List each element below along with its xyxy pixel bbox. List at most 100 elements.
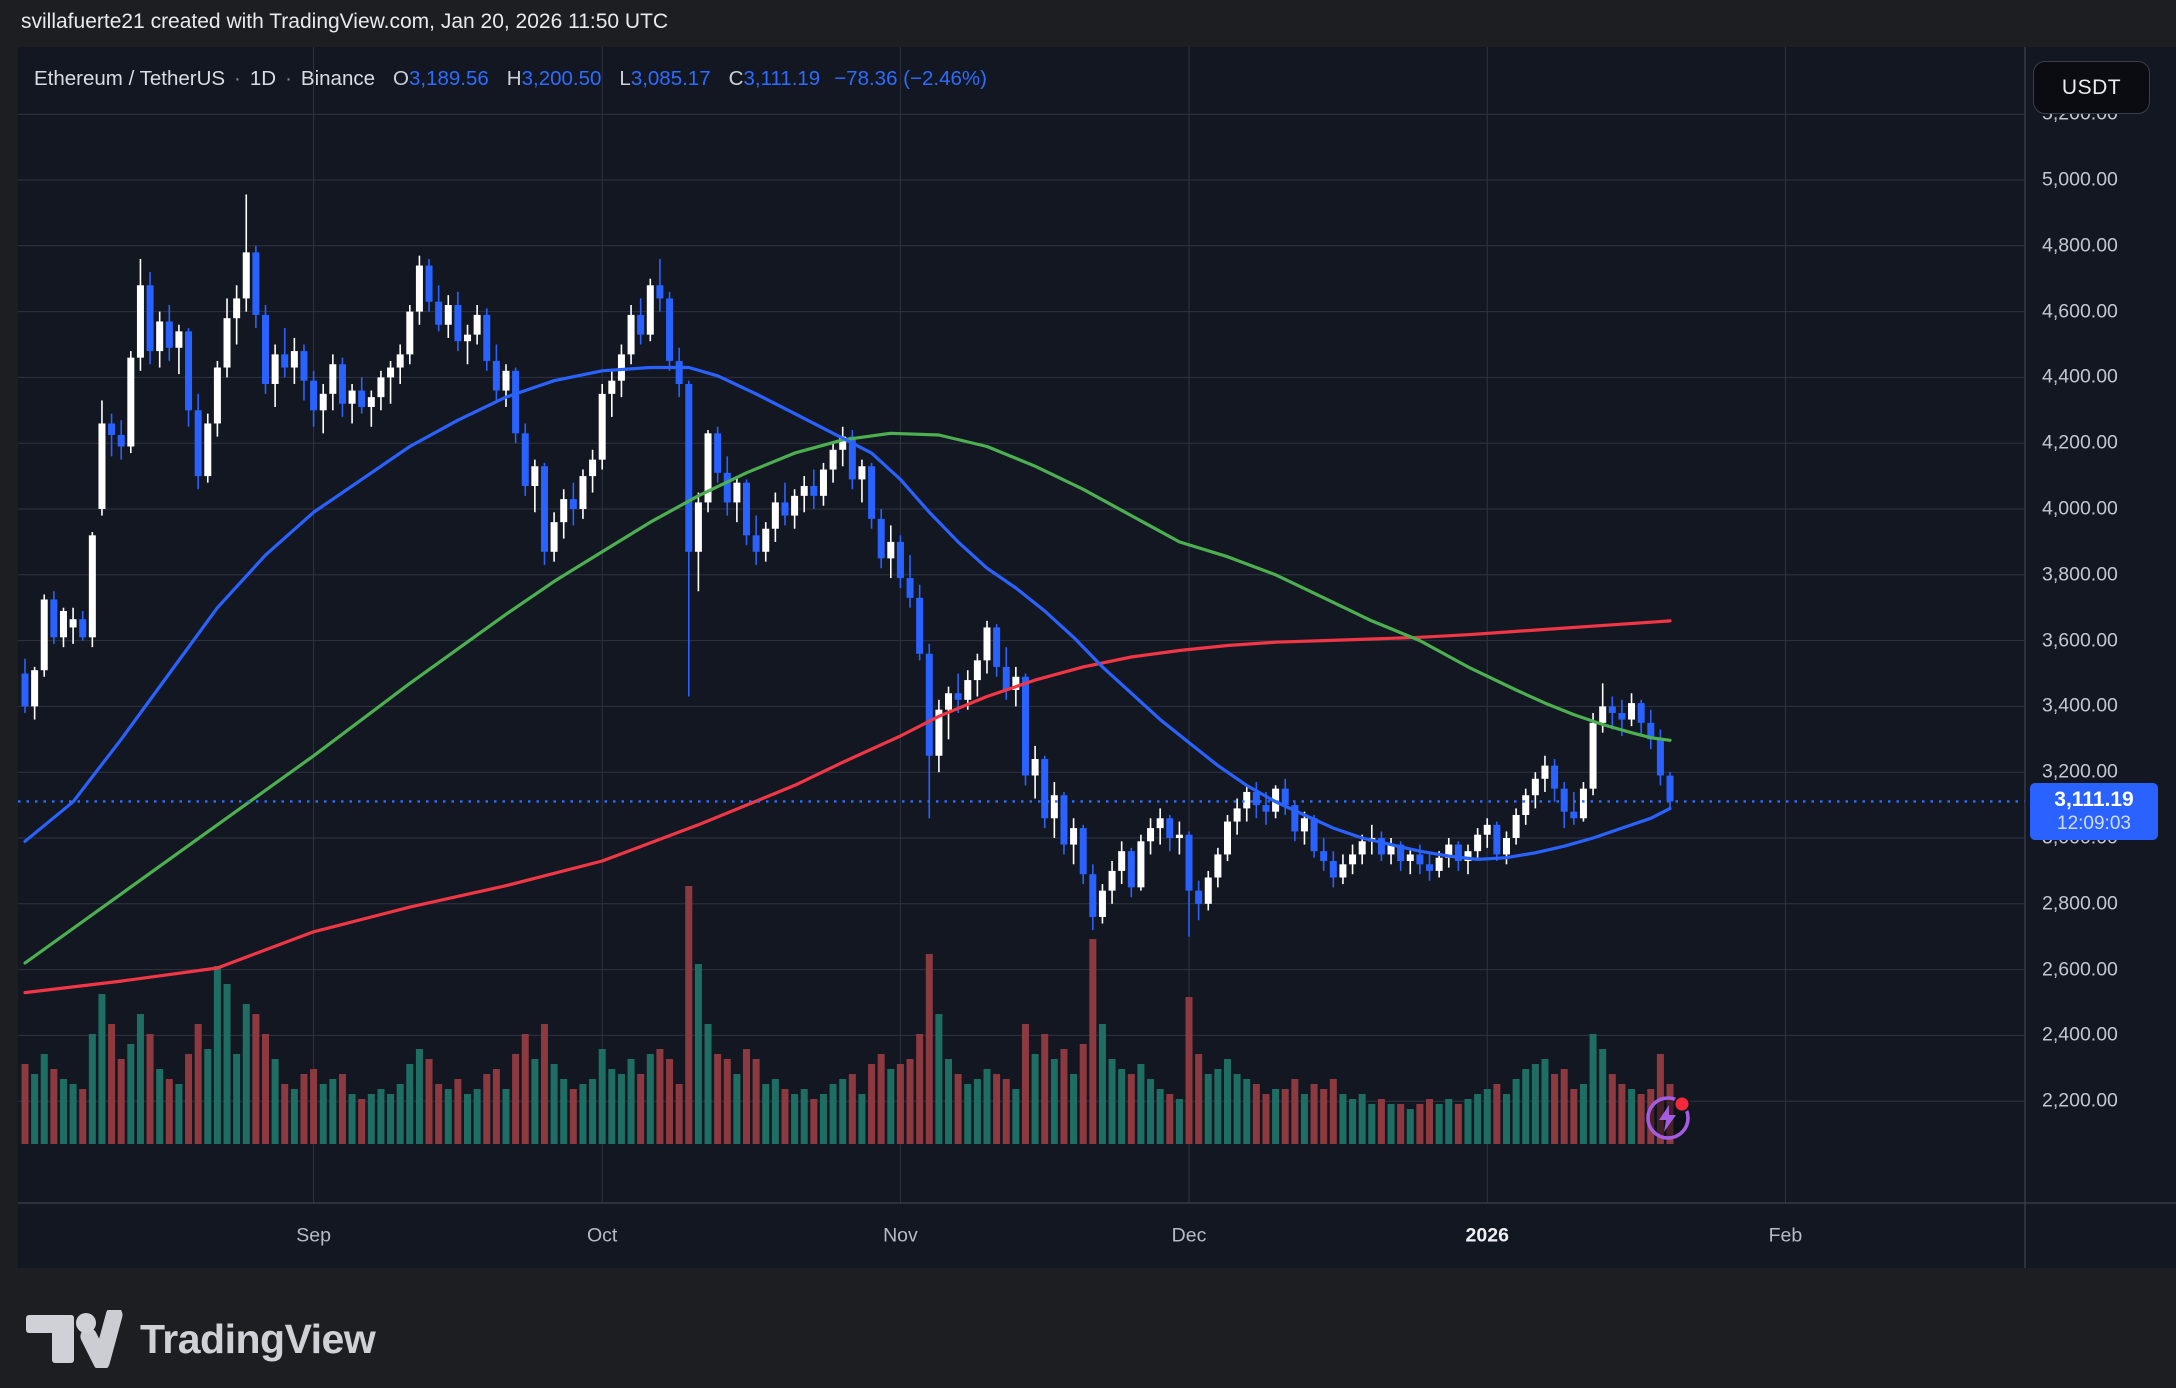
candle-up (127, 357, 135, 447)
volume-bar (425, 1059, 433, 1144)
legend-separator: · (285, 67, 292, 90)
candle-up (348, 390, 356, 404)
volume-bar (1195, 1054, 1203, 1144)
candle-down (1021, 676, 1029, 776)
tradingview-logo-icon (26, 1310, 123, 1368)
chart-legend[interactable]: Ethereum / TetherUS · 1D · Binance O 3,1… (34, 64, 987, 94)
candle-up (1224, 821, 1231, 855)
volume-bar (136, 1014, 144, 1144)
volume-bar (550, 1064, 558, 1144)
candle-up (1349, 854, 1357, 865)
time-axis-label: Sep (296, 1224, 331, 1246)
volume-bar (108, 1024, 116, 1144)
volume-bar (848, 1074, 856, 1144)
candle-down (569, 499, 577, 509)
volume-bar (579, 1084, 587, 1144)
candle-up (271, 354, 279, 384)
candle-up (1108, 870, 1116, 891)
candle-up (1579, 788, 1587, 819)
volume-bar (704, 1024, 712, 1144)
time-axis-label: Nov (883, 1224, 918, 1246)
price-axis-label: 4,800.00 (2042, 234, 2118, 257)
low-value: 3,085.17 (630, 67, 711, 90)
time-axis-label: 2026 (1465, 1224, 1509, 1246)
candle-up (1464, 851, 1472, 862)
volume-bar (262, 1034, 269, 1144)
volume-bar (925, 954, 933, 1144)
volume-bar (1243, 1079, 1251, 1144)
volume-bar (290, 1089, 298, 1144)
candle-down (723, 472, 731, 503)
tradingview-logo[interactable]: TradingView (26, 1310, 376, 1368)
candle-down (1560, 788, 1568, 812)
price-axis-label: 2,400.00 (2042, 1023, 2118, 1046)
price-axis-label: 3,400.00 (2042, 694, 2118, 717)
volume-bar (40, 1054, 48, 1144)
volume-bar (175, 1084, 183, 1144)
price-axis-label: 3,200.00 (2042, 760, 2118, 783)
volume-bar (1358, 1094, 1366, 1144)
low-label: L (619, 67, 631, 90)
candle-up (88, 535, 96, 638)
volume-bar (627, 1059, 635, 1144)
volume-bar (1541, 1059, 1549, 1144)
candle-up (473, 314, 481, 335)
price-scale[interactable]: 5,200.005,000.004,800.004,600.004,400.00… (2025, 47, 2176, 1268)
candle-up (367, 397, 375, 408)
volume-bar (560, 1079, 568, 1144)
volume-bar (598, 1049, 606, 1144)
volume-bar (1551, 1074, 1559, 1144)
candle-down (1637, 703, 1645, 723)
open-label: O (393, 67, 409, 90)
candle-down (1647, 722, 1655, 740)
candle-up (396, 354, 404, 368)
candle-down (656, 285, 664, 299)
grid-lines (18, 47, 2025, 1203)
volume-bar (973, 1079, 981, 1144)
candle-down (425, 265, 433, 302)
candle-up (1435, 857, 1443, 871)
time-scale[interactable]: Sep Oct Nov Dec 2026 Feb (18, 1203, 2176, 1268)
volume-bar (31, 1074, 39, 1144)
candle-up (377, 377, 385, 398)
candle-up (1339, 864, 1347, 878)
candle-down (993, 627, 1001, 667)
candle-down (300, 351, 308, 381)
candle-down (1397, 844, 1405, 862)
candle-up (704, 433, 712, 503)
volume-bar (165, 1079, 173, 1144)
candle-down (1291, 805, 1299, 832)
candle-up (1147, 828, 1155, 842)
volume-bar (1291, 1079, 1299, 1144)
volume-bar (666, 1059, 674, 1144)
volume-bar (762, 1084, 770, 1144)
candle-down (117, 434, 125, 447)
candle-up (98, 423, 106, 509)
volume-bar (98, 994, 106, 1144)
attribution-bar: svillafuerte21 created with TradingView.… (0, 0, 2176, 47)
candle-up (598, 393, 606, 460)
candle-up (791, 495, 799, 516)
bar-countdown: 12:09:03 (2057, 812, 2131, 834)
volume-bar (367, 1094, 375, 1144)
volume-bar (1310, 1084, 1318, 1144)
exchange-label: Binance (300, 67, 376, 90)
candle-up (415, 265, 423, 312)
candle-up (646, 285, 654, 335)
lightning-marker-icon[interactable] (1646, 1095, 1691, 1140)
price-axis-label: 4,600.00 (2042, 300, 2118, 323)
candle-down (1570, 811, 1578, 819)
currency-toggle-button[interactable]: USDT (2033, 61, 2150, 114)
volume-bar (1522, 1069, 1530, 1144)
candle-up (464, 334, 472, 342)
volume-bar (1320, 1089, 1328, 1144)
candle-down (868, 466, 876, 519)
candle-down (1426, 864, 1434, 871)
candle-down (252, 252, 260, 315)
volume-bar (637, 1074, 645, 1144)
volume-bar (1608, 1074, 1616, 1144)
volume-bar (906, 1059, 914, 1144)
volume-bar (1224, 1059, 1231, 1144)
candle-down (916, 597, 924, 654)
